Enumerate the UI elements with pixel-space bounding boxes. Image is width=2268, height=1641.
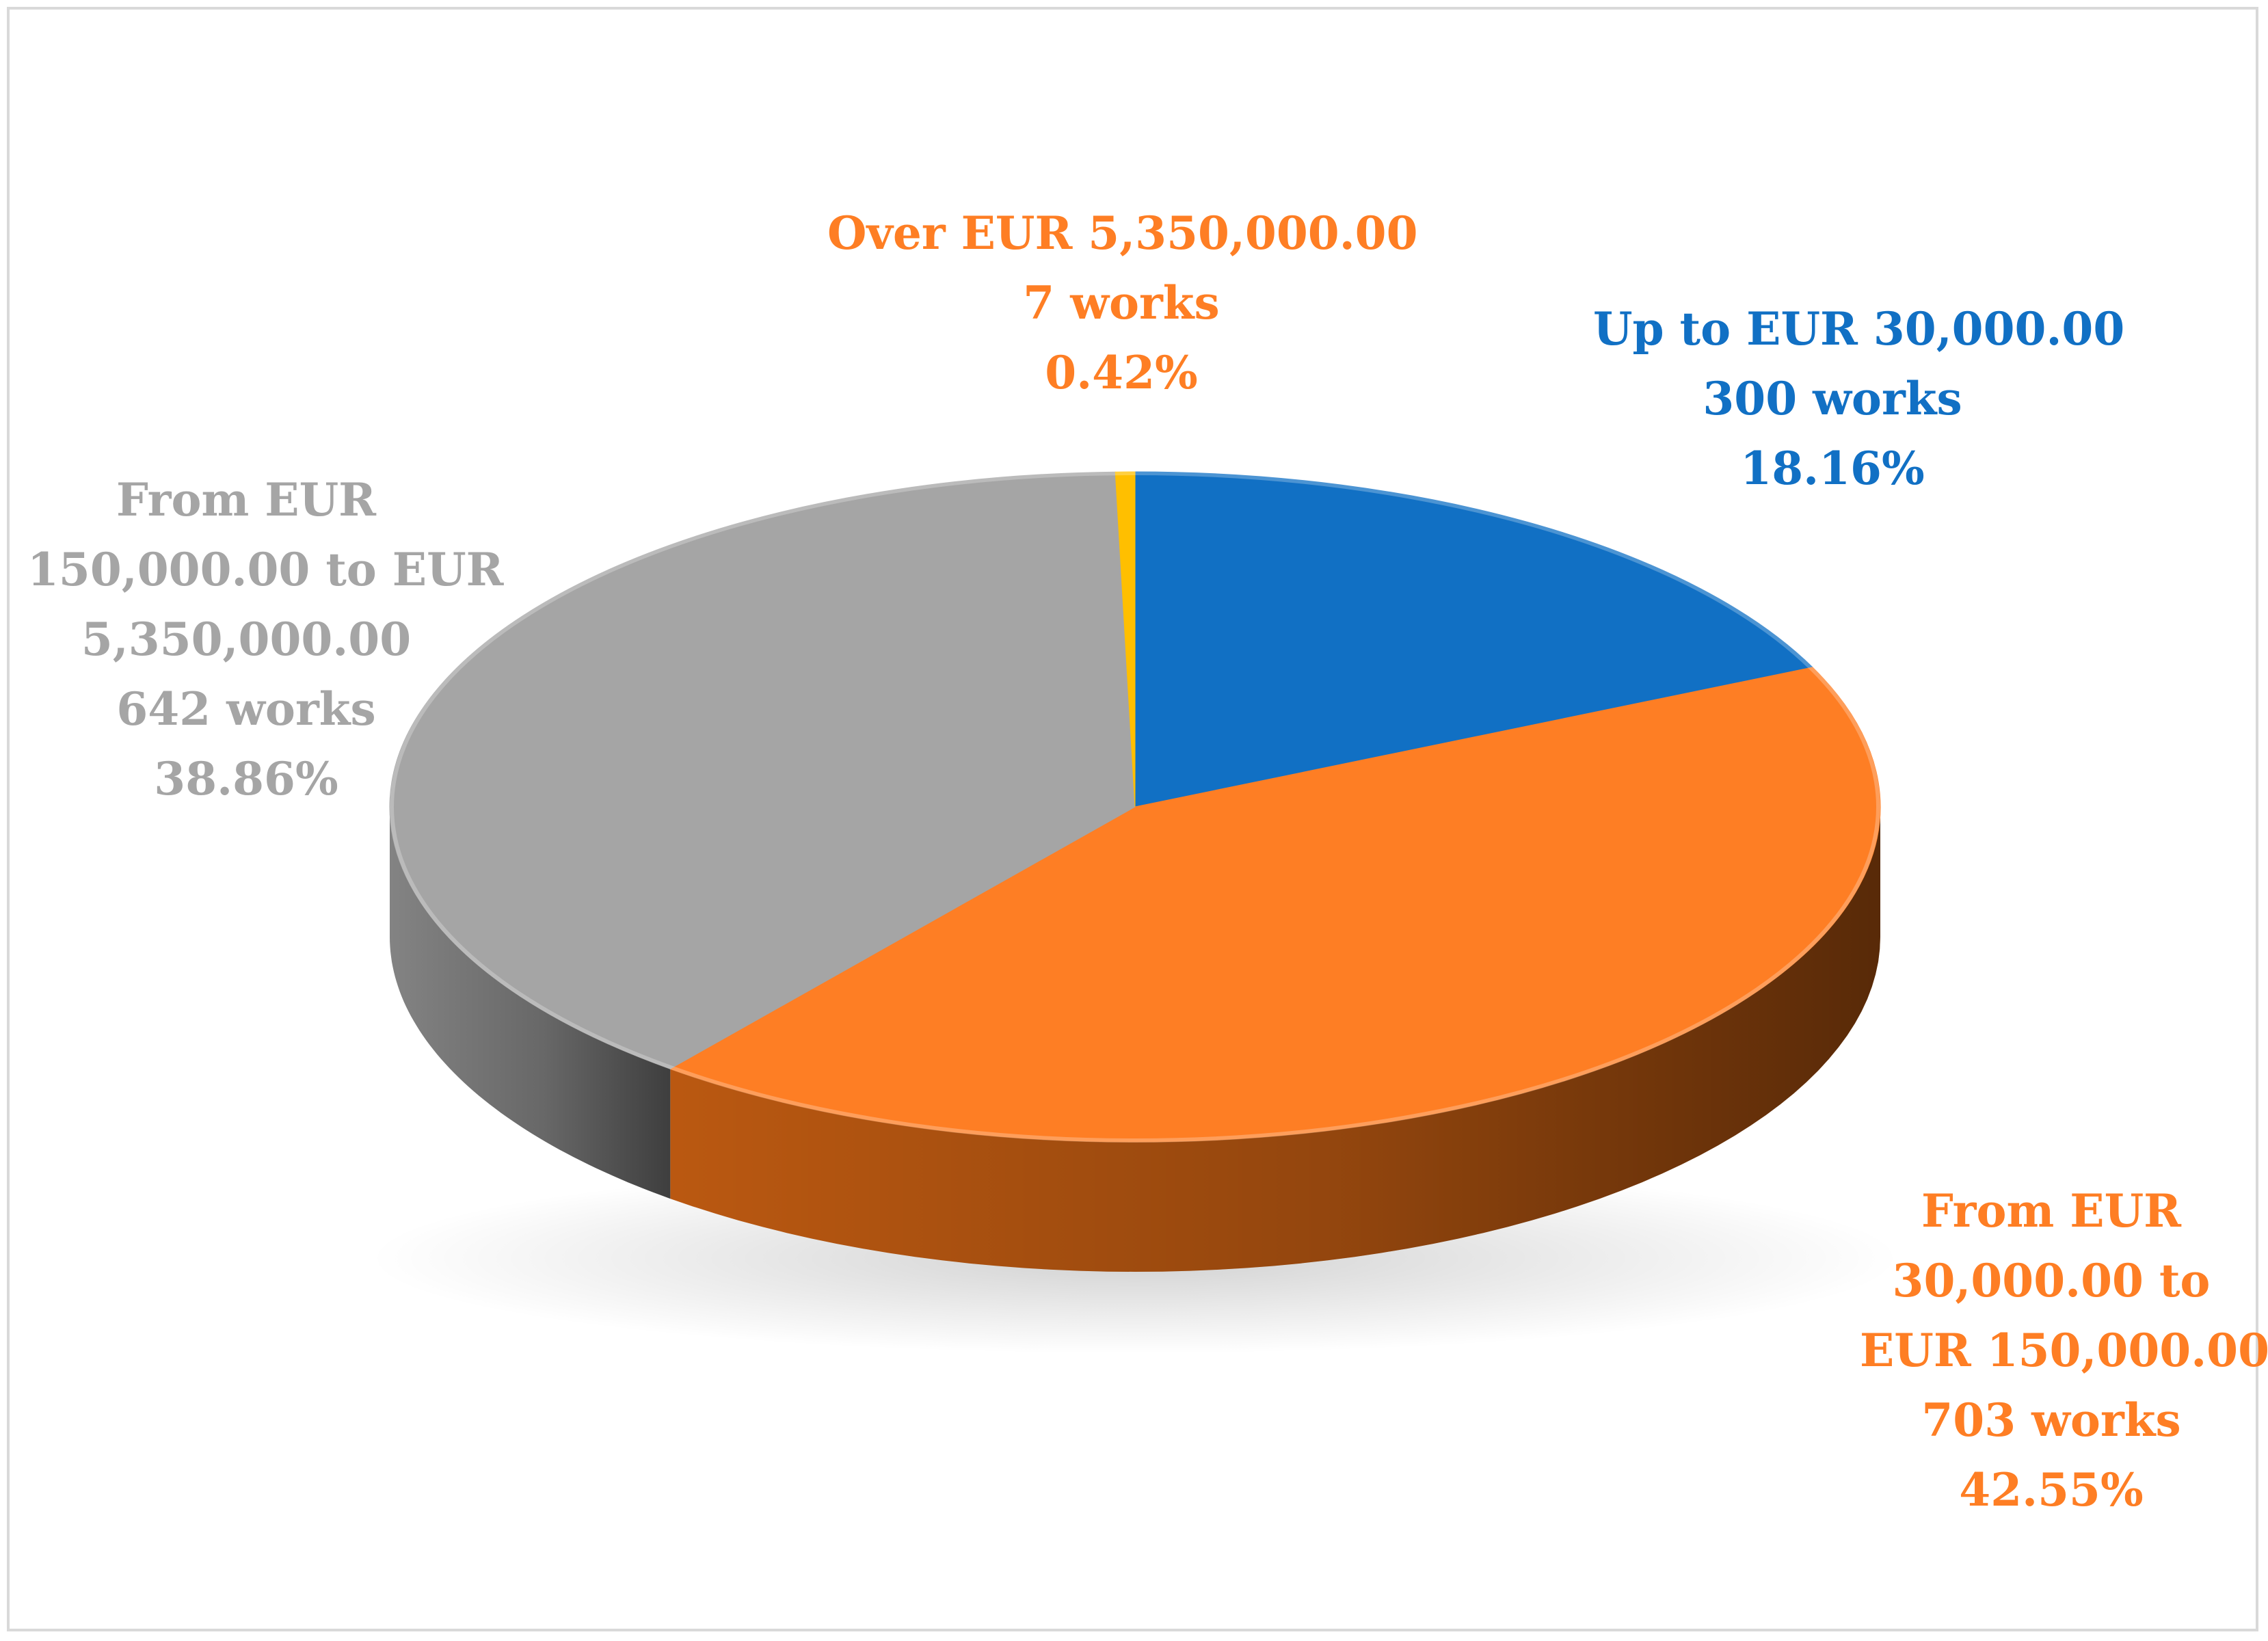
- label-percent: 18.16%: [1740, 442, 1925, 495]
- label-percent: 38.86%: [154, 752, 338, 805]
- label-works: 642 works: [116, 682, 376, 736]
- pie-tops: [389, 471, 1881, 1143]
- label-30000-to-150000: From EUR 30,000.00 to EUR 150,000.00 703…: [1860, 1176, 2268, 1525]
- label-over-5350000: Over EUR 5,350,000.00 7 works 0.42%: [827, 198, 1418, 408]
- label-line: EUR 150,000.00: [1860, 1324, 2268, 1377]
- label-works: 7 works: [1023, 276, 1220, 330]
- pie-slice-1: [669, 667, 1881, 1143]
- label-works: 300 works: [1703, 372, 1962, 425]
- label-150000-to-5350000: From EUR 150,000.00 to EUR 5,350,000.00 …: [27, 465, 504, 814]
- label-line: Over EUR 5,350,000.00: [827, 206, 1418, 260]
- label-up-to-30000: Up to EUR 30,000.00 300 works 18.16%: [1593, 294, 2125, 503]
- label-percent: 0.42%: [1045, 346, 1198, 399]
- label-line: Up to EUR 30,000.00: [1593, 302, 2125, 356]
- pie-slice-3: [1115, 471, 1136, 808]
- label-percent: 42.55%: [1959, 1463, 2144, 1517]
- label-line: From EUR: [116, 473, 376, 526]
- label-line: 5,350,000.00: [81, 613, 412, 666]
- pie-slice-0: [1134, 471, 1813, 808]
- pie-slice-2: [389, 471, 1136, 1069]
- label-works: 703 works: [1921, 1393, 2181, 1447]
- label-line: 30,000.00 to: [1892, 1254, 2211, 1307]
- pie-side-shade-1: [670, 807, 1880, 1272]
- label-line: 150,000.00 to EUR: [27, 543, 504, 596]
- label-line: From EUR: [1921, 1184, 2181, 1238]
- pie-rim-highlight: [390, 471, 1880, 1143]
